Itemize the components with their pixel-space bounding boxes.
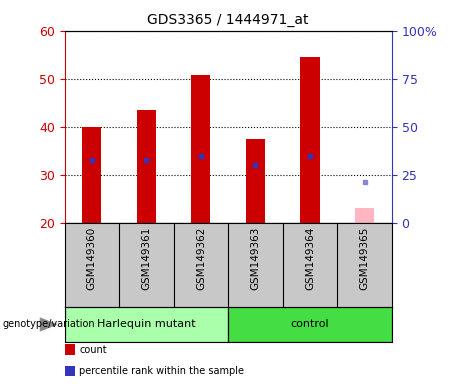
Text: percentile rank within the sample: percentile rank within the sample bbox=[79, 366, 244, 376]
Polygon shape bbox=[40, 318, 57, 331]
Bar bbox=[137, 110, 156, 223]
Text: GSM149360: GSM149360 bbox=[87, 227, 97, 290]
Text: GSM149365: GSM149365 bbox=[360, 227, 370, 290]
Bar bbox=[355, 208, 374, 223]
Bar bbox=[82, 127, 101, 223]
Text: control: control bbox=[291, 319, 329, 329]
Text: count: count bbox=[79, 345, 107, 355]
Text: genotype/variation: genotype/variation bbox=[2, 319, 95, 329]
Text: GSM149364: GSM149364 bbox=[305, 227, 315, 290]
Bar bbox=[228, 307, 392, 342]
Text: GSM149361: GSM149361 bbox=[142, 227, 151, 290]
Bar bbox=[246, 139, 265, 223]
Bar bbox=[65, 307, 228, 342]
Text: GSM149362: GSM149362 bbox=[196, 227, 206, 290]
Bar bbox=[191, 75, 211, 223]
Text: Harlequin mutant: Harlequin mutant bbox=[97, 319, 195, 329]
Text: GSM149363: GSM149363 bbox=[250, 227, 260, 290]
Bar bbox=[301, 57, 319, 223]
Title: GDS3365 / 1444971_at: GDS3365 / 1444971_at bbox=[148, 13, 309, 27]
